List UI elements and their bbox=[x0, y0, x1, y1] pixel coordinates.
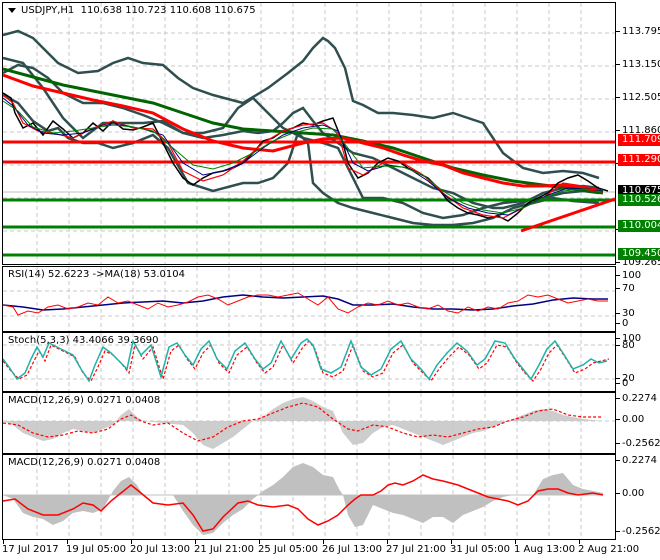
macd2-axis-tick: -0.2562 bbox=[616, 526, 660, 537]
ohlc-values: 110.638 110.723 110.608 110.675 bbox=[80, 5, 256, 16]
support-price-label: 110.526 bbox=[618, 194, 660, 206]
macd-histogram-panel[interactable]: MACD(12,26,9) 0.0271 0.0408 bbox=[2, 392, 616, 454]
macd2-axis-tick: 0.00 bbox=[615, 488, 645, 499]
rsi-title: RSI(14) 52.6223 ->MA(18) 53.0104 bbox=[8, 269, 185, 280]
axis-tick: 112.505 bbox=[615, 92, 660, 103]
main-price-plot bbox=[3, 3, 615, 264]
rsi-panel[interactable]: RSI(14) 52.6223 ->MA(18) 53.0104 bbox=[2, 266, 616, 332]
rsi-axis-tick: 70 bbox=[616, 283, 635, 294]
axis-tick: 113.795 bbox=[615, 26, 660, 37]
macd-area-title: MACD(12,26,9) 0.0271 0.0408 bbox=[8, 457, 161, 468]
time-axis: 17 Jul 2017 19 Jul 05:00 20 Jul 13:00 21… bbox=[2, 540, 639, 560]
macd-area-panel[interactable]: MACD(12,26,9) 0.0271 0.0408 bbox=[2, 454, 616, 540]
stochastic-plot bbox=[3, 333, 615, 391]
time-tick: 17 Jul 2017 bbox=[2, 540, 59, 555]
time-tick: 31 Jul 05:00 bbox=[450, 540, 510, 555]
resistance-price-label: 111.290 bbox=[618, 154, 660, 166]
macd1-axis-tick: 0.2274 bbox=[616, 393, 657, 404]
axis-tick: 109.265 bbox=[615, 257, 660, 268]
macd-histogram-plot bbox=[3, 393, 615, 453]
support-price-label: 109.450 bbox=[618, 248, 660, 260]
time-tick: 25 Jul 05:00 bbox=[258, 540, 318, 555]
rsi-axis-tick: 0 bbox=[615, 318, 629, 329]
stochastic-panel[interactable]: Stoch(5,3,3) 43.4066 39.3690 bbox=[2, 332, 616, 392]
stoch-axis-tick: 20 bbox=[616, 373, 635, 384]
dropdown-triangle-icon[interactable] bbox=[8, 7, 16, 13]
macd-area-plot bbox=[3, 455, 604, 539]
time-tick: 19 Jul 05:00 bbox=[66, 540, 126, 555]
stochastic-title: Stoch(5,3,3) 43.4066 39.3690 bbox=[8, 335, 159, 346]
macd1-axis-tick: 0.00 bbox=[615, 414, 645, 425]
rsi-axis-tick: 30 bbox=[616, 308, 635, 319]
axis-tick: 111.860 bbox=[615, 125, 660, 136]
time-tick: 21 Jul 21:00 bbox=[194, 540, 254, 555]
macd-histogram-title: MACD(12,26,9) 0.0271 0.0408 bbox=[8, 395, 161, 406]
time-tick: 2 Aug 21:00 bbox=[578, 540, 640, 555]
macd2-axis-tick: 0.2274 bbox=[616, 455, 657, 466]
support-price-label: 110.004 bbox=[618, 220, 660, 232]
main-price-panel[interactable]: USDJPY,H1 110.638 110.723 110.608 110.67… bbox=[2, 2, 616, 265]
rsi-plot bbox=[3, 267, 615, 331]
stoch-axis-tick: 80 bbox=[616, 340, 635, 351]
time-tick: 20 Jul 13:00 bbox=[130, 540, 190, 555]
rsi-axis-tick: 100 bbox=[615, 270, 642, 281]
chart-title: USDJPY,H1 110.638 110.723 110.608 110.67… bbox=[8, 5, 256, 16]
stoch-axis-tick: 100 bbox=[615, 333, 642, 344]
time-tick: 27 Jul 21:00 bbox=[386, 540, 446, 555]
time-tick: 1 Aug 13:00 bbox=[514, 540, 576, 555]
resistance-price-label: 111.709 bbox=[618, 134, 660, 146]
symbol-timeframe: USDJPY,H1 bbox=[21, 5, 75, 16]
time-tick: 26 Jul 13:00 bbox=[322, 540, 382, 555]
stoch-axis-tick: 0 bbox=[615, 378, 629, 389]
macd1-axis-tick: -0.2562 bbox=[616, 438, 660, 449]
price-axis: 113.795 113.150 112.505 111.860 111.215 … bbox=[615, 0, 660, 560]
axis-tick: 113.150 bbox=[615, 59, 660, 70]
